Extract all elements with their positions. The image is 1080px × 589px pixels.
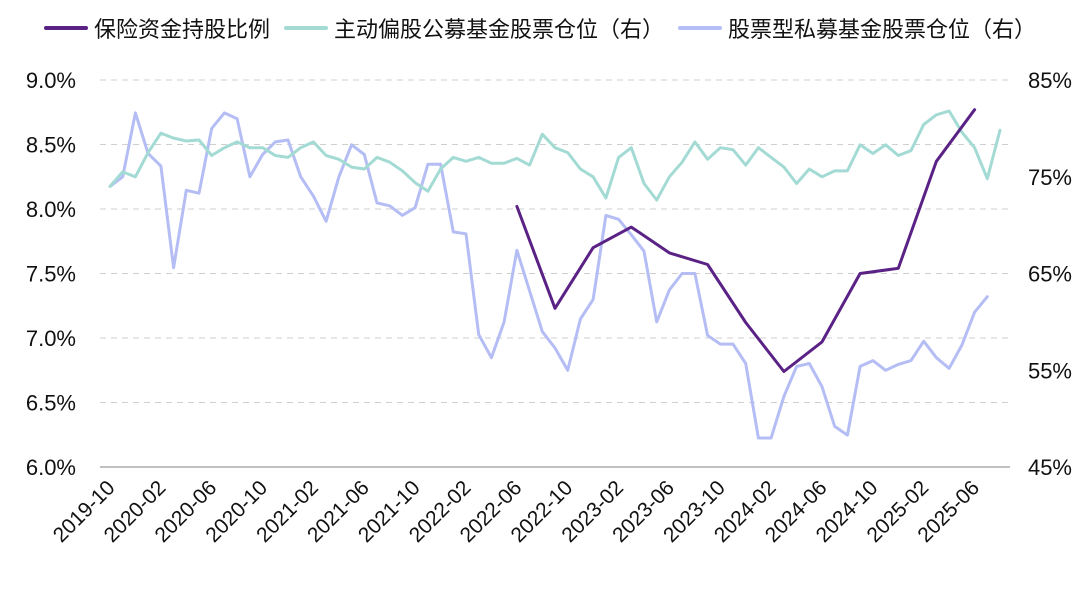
- y-left-tick-label: 7.5%: [26, 262, 76, 287]
- series-line: [108, 109, 1002, 202]
- legend-swatch-private-fund: [678, 26, 722, 30]
- y-right-tick-label: 85%: [1028, 68, 1072, 93]
- grid-lines: [100, 79, 1010, 403]
- legend-label-public-fund: 主动偏股公募基金股票仓位（右）: [333, 18, 664, 43]
- y-right-tick-label: 45%: [1028, 455, 1072, 480]
- y-left-tick-label: 8.0%: [26, 197, 76, 222]
- legend-item-private-fund: 股票型私募基金股票仓位（右）: [678, 12, 1036, 44]
- legend-swatch-insurance: [43, 26, 88, 30]
- legend-label-private-fund: 股票型私募基金股票仓位（右）: [728, 18, 1037, 43]
- series-lines: [108, 108, 1002, 440]
- legend-label-insurance: 保险资金持股比例: [93, 18, 270, 43]
- chart-legend: 保险资金持股比例 主动偏股公募基金股票仓位（右） 股票型私募基金股票仓位（右）: [0, 8, 1080, 48]
- y-right-tick-label: 75%: [1028, 165, 1072, 190]
- y-left-tick-label: 7.0%: [26, 326, 76, 351]
- y-right-tick-label: 55%: [1028, 358, 1072, 383]
- y-left-tick-label: 8.5%: [26, 133, 76, 158]
- legend-item-insurance: 保险资金持股比例: [43, 12, 270, 44]
- y-right-tick-label: 65%: [1028, 262, 1072, 287]
- y-left-tick-label: 6.5%: [26, 391, 76, 416]
- series-line: [108, 111, 989, 440]
- y-left-tick-label: 9.0%: [26, 68, 76, 93]
- series-line: [515, 108, 977, 373]
- legend-item-public-fund: 主动偏股公募基金股票仓位（右）: [283, 12, 664, 44]
- y-left-tick-label: 6.0%: [26, 455, 76, 480]
- legend-swatch-public-fund: [283, 26, 328, 30]
